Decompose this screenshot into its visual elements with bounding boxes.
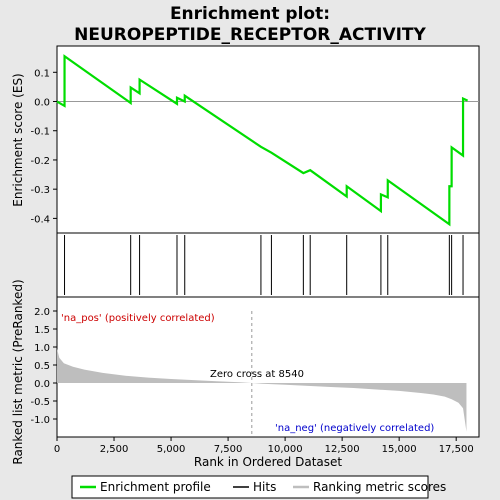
chart-title-line-1: Enrichment plot: xyxy=(170,4,330,24)
es-y-tick-label: -0.2 xyxy=(30,156,50,167)
legend-hits-label: Hits xyxy=(253,480,276,494)
legend-box xyxy=(71,475,429,499)
metric-x-tick-label: 2,500 xyxy=(100,444,129,455)
metric-y-tick-label: 1.5 xyxy=(34,325,50,336)
zero-cross-label: Zero cross at 8540 xyxy=(210,369,304,380)
metric-y-tick-label: -1.0 xyxy=(30,415,50,426)
es-panel-frame xyxy=(56,45,480,234)
pos-correlated-label: 'na_pos' (positively correlated) xyxy=(61,313,215,324)
es-y-tick-label: 0.1 xyxy=(34,68,50,79)
es-y-tick-label: -0.4 xyxy=(30,214,50,225)
metric-panel: 2.0 1.5 1.0 0.5 0.0 -0.5 -1.0 0 2,500 5,000 7,500… xyxy=(11,279,480,469)
chart-title-line-2: NEUROPEPTIDE_RECEPTOR_ACTIVITY xyxy=(74,25,426,45)
metric-y-tick-label: -0.5 xyxy=(30,397,50,408)
metric-y-tick-label: 1.0 xyxy=(34,343,50,354)
es-y-tick-label: -0.3 xyxy=(30,185,50,196)
metric-x-tick-label: 17,500 xyxy=(439,444,474,455)
es-y-tick-label: 0.0 xyxy=(34,98,50,109)
neg-correlated-label: 'na_neg' (negatively correlated) xyxy=(275,423,434,434)
legend-enrichment-label: Enrichment profile xyxy=(100,480,211,494)
metric-x-tick-label: 15,000 xyxy=(382,444,417,455)
es-y-axis-label: Enrichment score (ES) xyxy=(11,73,25,206)
metric-x-ticks: 0 2,500 5,000 7,500 10,000 12,500 15,000 17,500 xyxy=(54,437,474,455)
metric-y-tick-label: 0.0 xyxy=(34,379,50,390)
metric-panel-frame xyxy=(56,296,480,438)
metric-x-tick-label: 12,500 xyxy=(325,444,360,455)
hit-marks xyxy=(64,235,464,295)
legend-metric-label: Ranking metric scores xyxy=(313,480,446,494)
metric-x-tick-label: 0 xyxy=(54,444,60,455)
metric-y-tick-label: 0.5 xyxy=(34,361,50,372)
legend: Enrichment profile Hits Ranking metric s… xyxy=(71,475,446,499)
metric-y-axis-label: Ranked list metric (PreRanked) xyxy=(11,279,25,464)
metric-x-tick-label: 5,000 xyxy=(157,444,186,455)
enrichment-profile-line xyxy=(56,54,469,227)
hits-panel-frame xyxy=(56,232,480,298)
metric-x-tick-label: 7,500 xyxy=(214,444,243,455)
es-y-tick-label: -0.1 xyxy=(30,127,50,138)
metric-x-axis-label: Rank in Ordered Dataset xyxy=(194,455,342,469)
metric-x-tick-label: 10,000 xyxy=(268,444,303,455)
es-panel: 0.1 0.0 -0.1 -0.2 -0.3 -0.4 Enrichment score … xyxy=(11,45,480,234)
hits-panel xyxy=(56,232,480,298)
es-y-ticks: 0.1 0.0 -0.1 -0.2 -0.3 -0.4 xyxy=(30,68,57,225)
metric-y-ticks: 2.0 1.5 1.0 0.5 0.0 -0.5 -1.0 xyxy=(30,307,57,426)
metric-y-tick-label: 2.0 xyxy=(34,307,50,318)
